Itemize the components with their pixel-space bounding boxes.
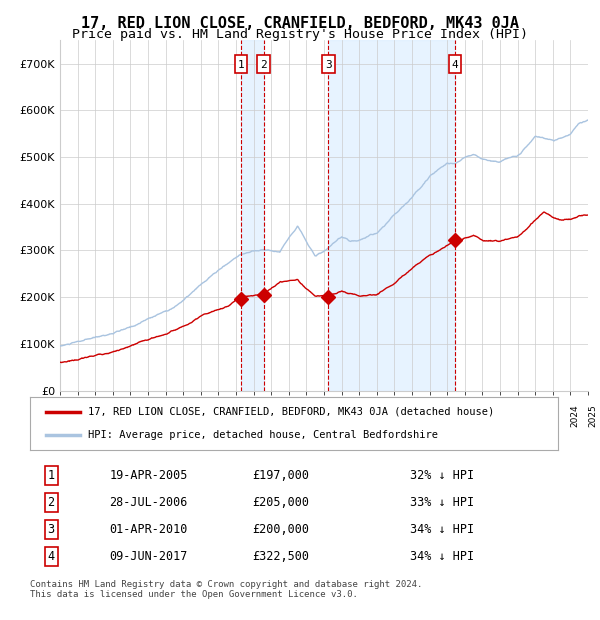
Text: 2003: 2003: [201, 405, 210, 427]
Text: 32% ↓ HPI: 32% ↓ HPI: [410, 469, 474, 482]
Text: 2018: 2018: [465, 405, 474, 427]
Text: 2024: 2024: [571, 405, 580, 427]
Text: 2006: 2006: [254, 405, 263, 427]
Text: 2016: 2016: [430, 405, 439, 427]
Text: 2020: 2020: [500, 405, 509, 427]
Text: £205,000: £205,000: [252, 496, 309, 509]
Text: 19-APR-2005: 19-APR-2005: [109, 469, 188, 482]
Text: 1999: 1999: [130, 405, 139, 428]
Text: 4: 4: [47, 550, 55, 563]
Bar: [328, 40, 455, 391]
Text: 2012: 2012: [359, 405, 368, 427]
Text: 1995: 1995: [60, 405, 69, 428]
Text: 17, RED LION CLOSE, CRANFIELD, BEDFORD, MK43 0JA: 17, RED LION CLOSE, CRANFIELD, BEDFORD, …: [81, 16, 519, 30]
Text: 34% ↓ HPI: 34% ↓ HPI: [410, 550, 474, 563]
Text: 2019: 2019: [482, 405, 491, 427]
FancyBboxPatch shape: [257, 55, 270, 73]
Text: 2009: 2009: [307, 405, 316, 427]
Text: 4: 4: [452, 60, 458, 70]
Text: 2014: 2014: [394, 405, 403, 427]
Text: 2002: 2002: [183, 405, 192, 427]
Text: 33% ↓ HPI: 33% ↓ HPI: [410, 496, 474, 509]
Text: 2022: 2022: [535, 405, 544, 427]
Text: 3: 3: [47, 523, 55, 536]
Text: £197,000: £197,000: [252, 469, 309, 482]
Text: 01-APR-2010: 01-APR-2010: [109, 523, 188, 536]
Text: 1998: 1998: [113, 405, 122, 428]
Text: 34% ↓ HPI: 34% ↓ HPI: [410, 523, 474, 536]
Text: 2015: 2015: [412, 405, 421, 427]
Text: 1: 1: [238, 60, 245, 70]
Text: Contains HM Land Registry data © Crown copyright and database right 2024.
This d: Contains HM Land Registry data © Crown c…: [30, 580, 422, 599]
Text: 1997: 1997: [95, 405, 104, 428]
Text: 2017: 2017: [447, 405, 456, 427]
Text: 2023: 2023: [553, 405, 562, 427]
Text: 2004: 2004: [218, 405, 227, 427]
Text: 2011: 2011: [341, 405, 350, 427]
Text: 2005: 2005: [236, 405, 245, 427]
Text: 2008: 2008: [289, 405, 298, 427]
FancyBboxPatch shape: [322, 55, 335, 73]
Text: £322,500: £322,500: [252, 550, 309, 563]
Text: 2025: 2025: [588, 405, 597, 427]
Bar: [241, 40, 263, 391]
Text: 2000: 2000: [148, 405, 157, 427]
Text: £200,000: £200,000: [252, 523, 309, 536]
Text: 1996: 1996: [77, 405, 86, 428]
Text: Price paid vs. HM Land Registry's House Price Index (HPI): Price paid vs. HM Land Registry's House …: [72, 28, 528, 41]
Text: 2010: 2010: [324, 405, 333, 427]
Text: 2013: 2013: [377, 405, 386, 427]
Text: 17, RED LION CLOSE, CRANFIELD, BEDFORD, MK43 0JA (detached house): 17, RED LION CLOSE, CRANFIELD, BEDFORD, …: [88, 407, 494, 417]
FancyBboxPatch shape: [235, 55, 247, 73]
Text: 28-JUL-2006: 28-JUL-2006: [109, 496, 188, 509]
Text: 09-JUN-2017: 09-JUN-2017: [109, 550, 188, 563]
Text: 3: 3: [325, 60, 332, 70]
Text: HPI: Average price, detached house, Central Bedfordshire: HPI: Average price, detached house, Cent…: [88, 430, 438, 440]
Text: 2: 2: [47, 496, 55, 509]
Text: 2021: 2021: [518, 405, 527, 427]
Text: 2001: 2001: [166, 405, 175, 427]
Text: 1: 1: [47, 469, 55, 482]
Text: 2: 2: [260, 60, 267, 70]
FancyBboxPatch shape: [449, 55, 461, 73]
Text: 2007: 2007: [271, 405, 280, 427]
